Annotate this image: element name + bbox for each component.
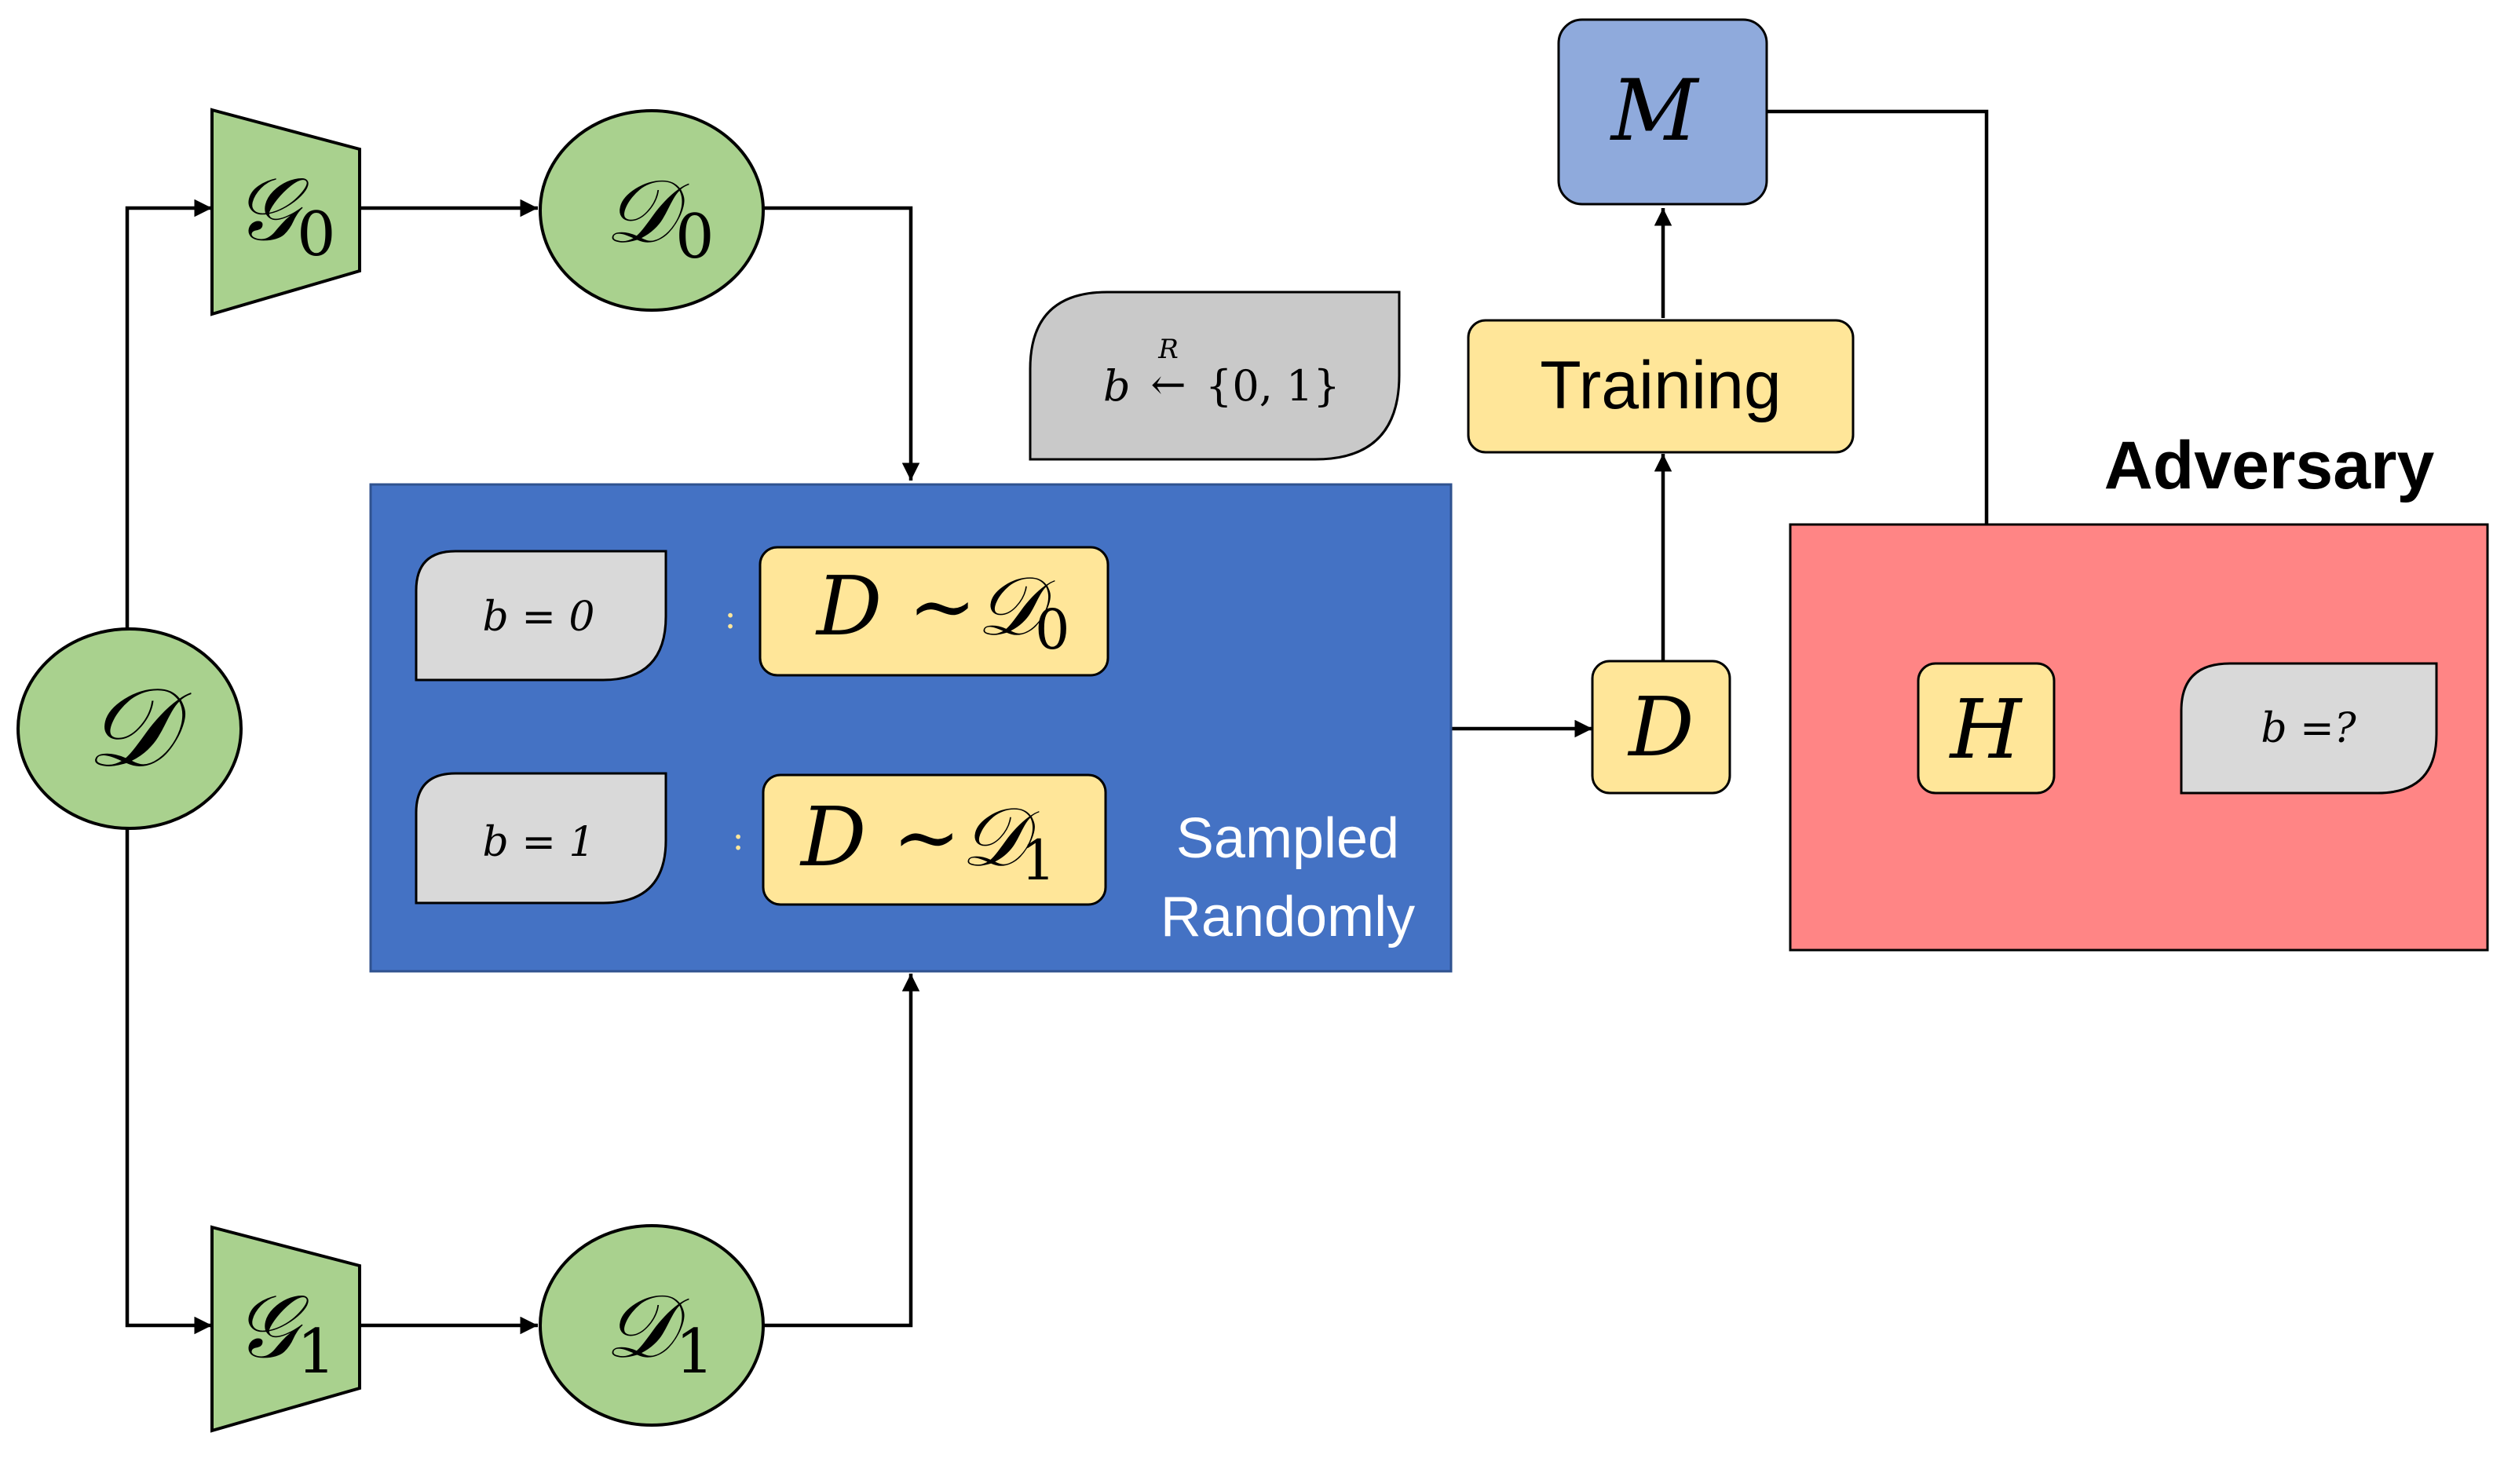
coin-set: {0, 1} xyxy=(1205,361,1340,411)
generator-g1-node: 𝒢 1 xyxy=(210,1225,361,1433)
distribution-d0-node: 𝒟 0 xyxy=(539,109,765,312)
condition-card-b0 xyxy=(415,550,667,682)
arrow-d-to-g0 xyxy=(125,199,212,628)
sample-b1-subscript: 1 xyxy=(1021,828,1056,893)
hypothesis-symbol: H xyxy=(1949,682,2023,777)
condition-card-b1 xyxy=(415,772,667,905)
model-node: M xyxy=(1557,18,1768,206)
adversary-region: Adversary H b =? xyxy=(1789,428,2489,952)
coin-arrow: ← xyxy=(1150,360,1186,409)
distribution-d1-node: 𝒟 1 xyxy=(539,1224,765,1427)
sampler-caption-line1: Sampled xyxy=(1176,807,1399,870)
separator-b0: : xyxy=(725,597,737,637)
distribution-d1-subscript: 1 xyxy=(675,1317,715,1387)
arrow-d-to-g1 xyxy=(125,828,212,1335)
arrow-m-to-h xyxy=(1767,109,1996,661)
condition-b0-text: b = 0 xyxy=(483,594,595,641)
coin-variable: b xyxy=(1103,361,1131,411)
generator-g1-subscript: 1 xyxy=(297,1317,336,1387)
guess-text: b =? xyxy=(2261,705,2356,752)
sample-b1-text: D ∼𝒟 xyxy=(799,789,1040,885)
training-node: Training xyxy=(1467,319,1855,454)
generator-g0-node: 𝒢 0 xyxy=(210,108,361,316)
training-label: Training xyxy=(1540,348,1782,423)
sample-b0-text: D ∼𝒟 xyxy=(815,558,1055,654)
dataset-output-node: D xyxy=(1591,660,1731,795)
model-symbol: M xyxy=(1610,62,1700,160)
sampler-box: b = 0 : D ∼𝒟 0 b = 1 : D ∼𝒟 1 Sampled Ra… xyxy=(369,483,1453,973)
dataset-output-symbol: D xyxy=(1627,679,1694,775)
generator-g0-subscript: 0 xyxy=(297,199,336,270)
arrow-d0-to-sampler xyxy=(764,206,920,481)
hypothesis-node xyxy=(1917,662,2056,795)
sample-box-b1 xyxy=(762,773,1107,906)
root-distribution-node: 𝒟 xyxy=(16,627,243,830)
sampler-caption-line2: Randomly xyxy=(1161,886,1415,949)
separator-b1: : xyxy=(733,818,744,858)
adversary-title: Adversary xyxy=(2104,428,2435,503)
distribution-d0-subscript: 0 xyxy=(675,202,715,272)
sample-b0-subscript: 0 xyxy=(1035,598,1070,662)
arrow-d1-to-sampler xyxy=(764,974,920,1328)
condition-b1-text: b = 1 xyxy=(483,819,595,866)
coin-flip-card: b R ← {0, 1} xyxy=(1029,291,1401,461)
coin-over-label: R xyxy=(1157,334,1179,365)
guess-card xyxy=(2180,662,2438,795)
sample-box-b0 xyxy=(759,546,1109,677)
